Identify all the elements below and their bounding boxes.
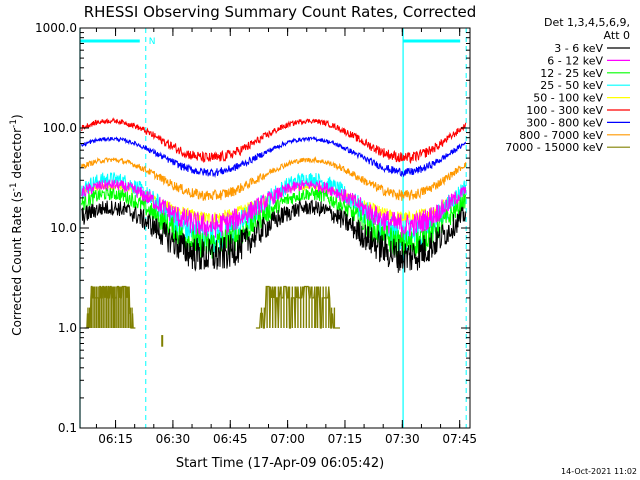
chart-title: RHESSI Observing Summary Count Rates, Co… — [84, 3, 477, 21]
legend-label: 25 - 50 keV — [540, 79, 603, 92]
y-axis-label: Corrected Count Rate (s-1 detector-1) — [9, 114, 24, 335]
legend-header-1: Det 1,3,4,5,6,9, — [544, 16, 630, 29]
x-tick-label: 07:00 — [270, 432, 305, 446]
series-layer — [81, 117, 467, 347]
y-tick-label: 1000.0 — [35, 21, 77, 35]
legend-header-2: Att 0 — [604, 29, 630, 42]
ylabel-end: ) — [10, 114, 24, 119]
ylabel-sup-2: -1 — [9, 119, 19, 128]
y-tick-label: 0.1 — [58, 421, 77, 435]
footer-timestamp: 14-Oct-2021 11:02 — [561, 467, 637, 476]
ylabel-mid: detector — [10, 128, 24, 183]
series-line-800-7000-kev — [81, 155, 467, 201]
series-line-300-800-kev — [81, 136, 467, 178]
legend-label: 100 - 300 keV — [526, 104, 603, 117]
y-tick-label: 1.0 — [58, 321, 77, 335]
y-axis-label-text: Corrected Count Rate (s-1 detector-1) — [9, 114, 24, 335]
plot-frame — [79, 27, 471, 429]
ylabel-main: Corrected Count Rate (s — [10, 191, 24, 335]
legend-label: 7000 - 15000 keV — [505, 141, 603, 154]
legend-label: 300 - 800 keV — [526, 116, 603, 129]
y-tick-label: 100.0 — [43, 121, 77, 135]
x-tick-label: 06:30 — [156, 432, 191, 446]
series-line-100-300-kev — [81, 117, 467, 165]
series-line-6-12-kev — [81, 178, 467, 238]
night-label: N — [149, 37, 156, 47]
x-tick-label: 07:15 — [328, 432, 363, 446]
legend-label: 6 - 12 keV — [547, 54, 603, 67]
legend-label: 3 - 6 keV — [554, 42, 603, 55]
night-markers: N — [79, 28, 467, 428]
x-axis-label: Start Time (17-Apr-09 06:05:42) — [176, 456, 384, 471]
legend-label: 12 - 25 keV — [540, 67, 603, 80]
x-tick-label: 07:30 — [385, 432, 420, 446]
x-tick-label: 07:45 — [442, 432, 477, 446]
x-tick-label: 06:45 — [213, 432, 248, 446]
y-tick-label: 10.0 — [50, 221, 77, 235]
x-tick-label: 06:15 — [98, 432, 133, 446]
axes: 1000.0 100.0 10.0 1.0 0.1 06:15 06:30 06:45 07:0… — [35, 21, 477, 446]
ylabel-sup-1: -1 — [9, 182, 19, 191]
legend-label: 800 - 7000 keV — [519, 129, 603, 142]
legend-label: 50 - 100 keV — [533, 92, 603, 105]
series-line-3-6-kev — [81, 198, 467, 273]
